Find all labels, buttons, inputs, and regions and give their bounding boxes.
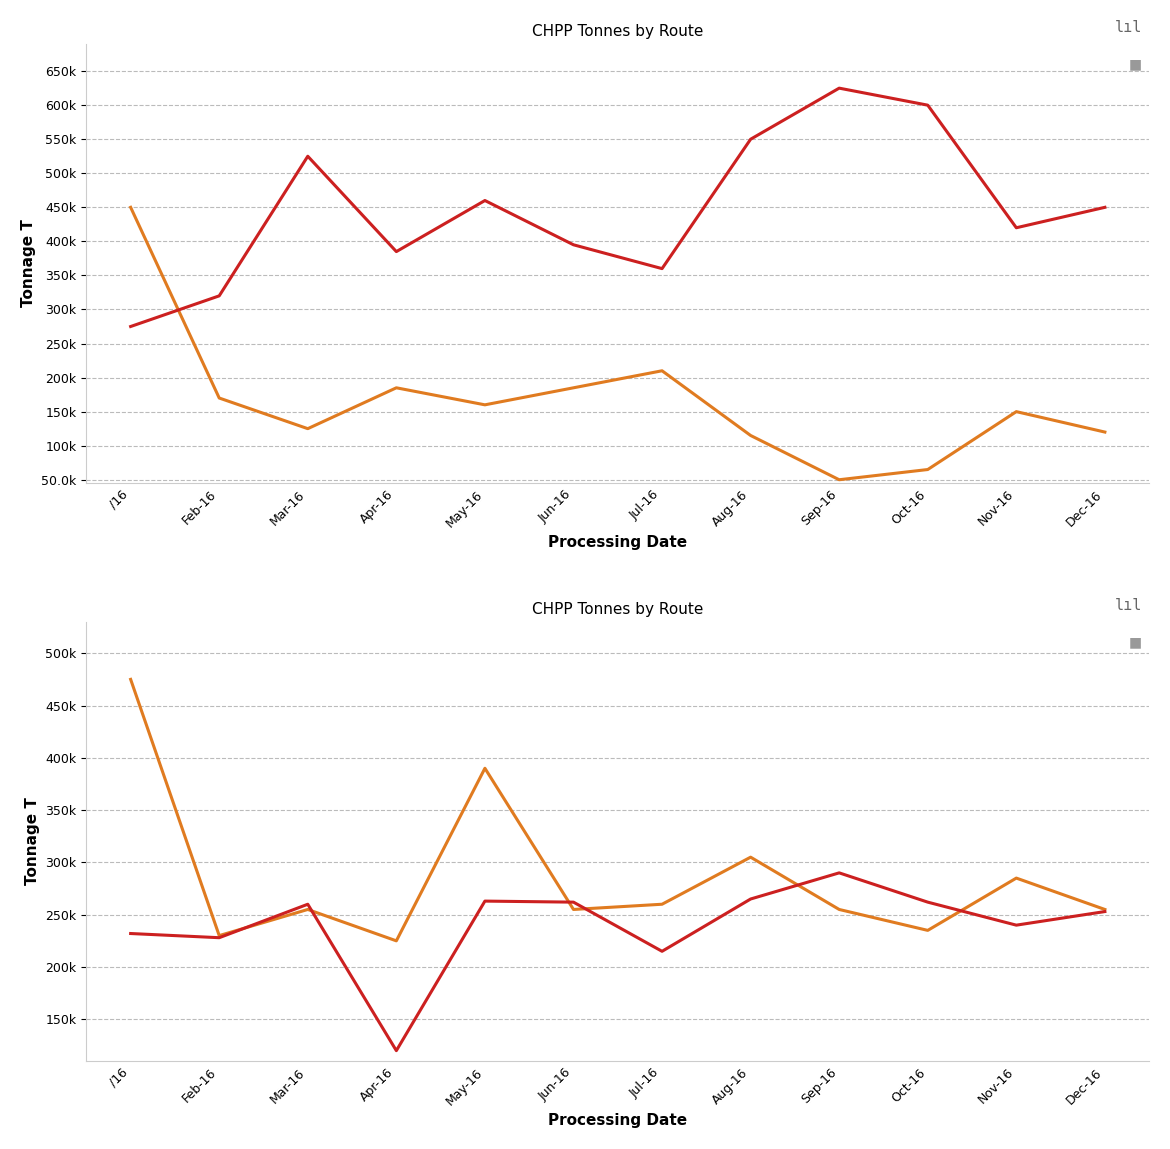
Title: CHPP Tonnes by Route: CHPP Tonnes by Route: [532, 602, 703, 617]
Text: ■: ■: [1129, 57, 1142, 71]
X-axis label: Processing Date: Processing Date: [549, 1113, 687, 1128]
Text: lıl: lıl: [1114, 599, 1142, 614]
Text: ■: ■: [1129, 635, 1142, 649]
Y-axis label: Tonnage T: Tonnage T: [21, 219, 36, 308]
Y-axis label: Tonnage T: Tonnage T: [25, 797, 40, 886]
X-axis label: Processing Date: Processing Date: [549, 535, 687, 550]
Text: lıl: lıl: [1114, 20, 1142, 36]
Title: CHPP Tonnes by Route: CHPP Tonnes by Route: [532, 23, 703, 39]
